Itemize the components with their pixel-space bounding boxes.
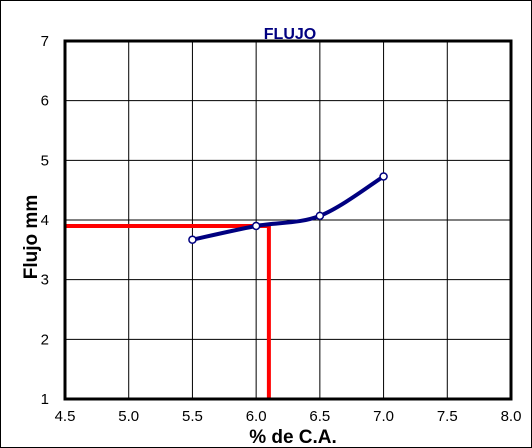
x-tick-label: 5.0 [118, 408, 139, 425]
y-tick-label: 1 [41, 391, 49, 408]
series-line [190, 174, 386, 242]
y-axis-label: Flujo mm [21, 195, 42, 279]
x-tick-label: 6.5 [309, 408, 330, 425]
data-point [188, 235, 197, 244]
data-point [251, 221, 261, 231]
x-tick-labels: 4.5 5.0 5.5 6.0 6.5 7.0 7.5 8.0 [55, 408, 522, 425]
y-tick-label: 5 [41, 152, 49, 169]
x-tick-label: 5.5 [182, 408, 203, 425]
reference-lines [65, 223, 271, 399]
grid [64, 40, 512, 400]
y-tick-label: 4 [41, 212, 49, 229]
x-axis-label: % de C.A. [249, 427, 337, 447]
y-tick-labels: 1 2 3 4 5 6 7 [41, 33, 49, 408]
y-tick-label: 2 [41, 331, 49, 348]
y-tick-label: 3 [41, 272, 49, 289]
x-tick-label: 7.0 [373, 408, 394, 425]
y-tick-label: 6 [41, 93, 49, 110]
plot-area-border [63, 39, 513, 401]
data-point [379, 172, 388, 181]
y-tick-label: 7 [41, 33, 49, 50]
chart-title: FLUJO [264, 26, 316, 43]
series [188, 172, 388, 244]
x-tick-label: 8.0 [501, 408, 522, 425]
x-tick-label: 6.0 [246, 408, 267, 425]
data-point [315, 211, 325, 221]
x-tick-label: 7.5 [437, 408, 458, 425]
x-tick-label: 4.5 [55, 408, 76, 425]
